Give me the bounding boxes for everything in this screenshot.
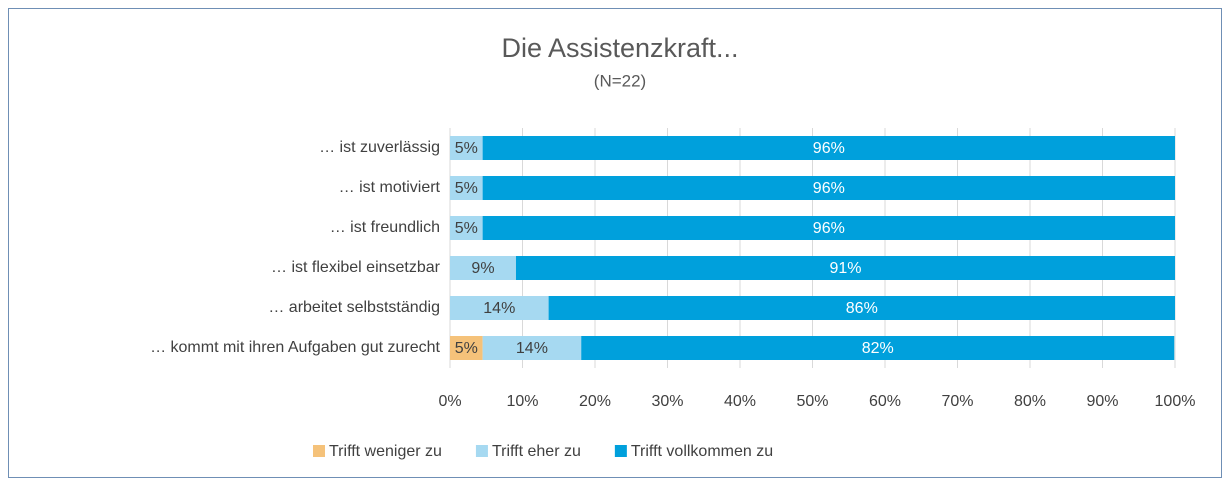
- data-label: 86%: [846, 300, 878, 317]
- data-label: 5%: [455, 140, 478, 157]
- y-tick-label: … ist flexibel einsetzbar: [271, 259, 441, 276]
- data-label: 96%: [813, 140, 845, 157]
- bar-segment: [450, 136, 483, 160]
- y-tick-label: … arbeitet selbstständig: [268, 299, 440, 316]
- y-tick-label: … kommt mit ihren Aufgaben gut zurecht: [150, 339, 440, 356]
- x-tick-label: 60%: [869, 393, 901, 410]
- data-label: 96%: [813, 220, 845, 237]
- legend-label: Trifft eher zu: [492, 443, 581, 460]
- bar-segment: [482, 336, 582, 360]
- x-tick-label: 40%: [724, 393, 756, 410]
- chart-title: Die Assistenzkraft...: [501, 33, 738, 63]
- bar-segment: [581, 336, 1175, 360]
- x-tick-label: 0%: [438, 393, 461, 410]
- x-tick-label: 80%: [1014, 393, 1046, 410]
- data-label: 96%: [813, 180, 845, 197]
- y-tick-label: … ist zuverlässig: [319, 139, 440, 156]
- x-tick-label: 20%: [579, 393, 611, 410]
- bar-segment: [450, 256, 516, 280]
- legend-swatch: [614, 445, 627, 457]
- bar-segment: [450, 296, 549, 320]
- bar-segment: [450, 216, 483, 240]
- x-tick-label: 50%: [796, 393, 828, 410]
- chart-border: [8, 8, 1222, 478]
- bar-segment: [450, 176, 483, 200]
- bar-segment: [548, 296, 1175, 320]
- data-label: 14%: [483, 300, 515, 317]
- legend-swatch: [475, 445, 488, 457]
- y-tick-label: … ist freundlich: [330, 219, 440, 236]
- x-tick-label: 70%: [941, 393, 973, 410]
- data-label: 9%: [471, 260, 494, 277]
- bar-segment: [482, 176, 1175, 200]
- chart-subtitle: (N=22): [594, 71, 646, 90]
- bar-segment: [450, 336, 483, 360]
- data-label: 5%: [455, 340, 478, 357]
- x-tick-label: 10%: [506, 393, 538, 410]
- legend-label: Trifft weniger zu: [329, 443, 442, 460]
- x-tick-label: 30%: [651, 393, 683, 410]
- bar-segment: [515, 256, 1175, 280]
- data-label: 14%: [516, 340, 548, 357]
- data-label: 5%: [455, 180, 478, 197]
- bar-segment: [482, 136, 1175, 160]
- y-tick-label: … ist motiviert: [339, 179, 441, 196]
- data-label: 91%: [829, 260, 861, 277]
- bar-segment: [482, 216, 1175, 240]
- x-tick-label: 90%: [1086, 393, 1118, 410]
- legend-swatch: [313, 445, 325, 457]
- data-label: 5%: [455, 220, 478, 237]
- legend-label: Trifft vollkommen zu: [631, 443, 773, 460]
- data-label: 82%: [862, 340, 894, 357]
- x-tick-label: 100%: [1155, 393, 1196, 410]
